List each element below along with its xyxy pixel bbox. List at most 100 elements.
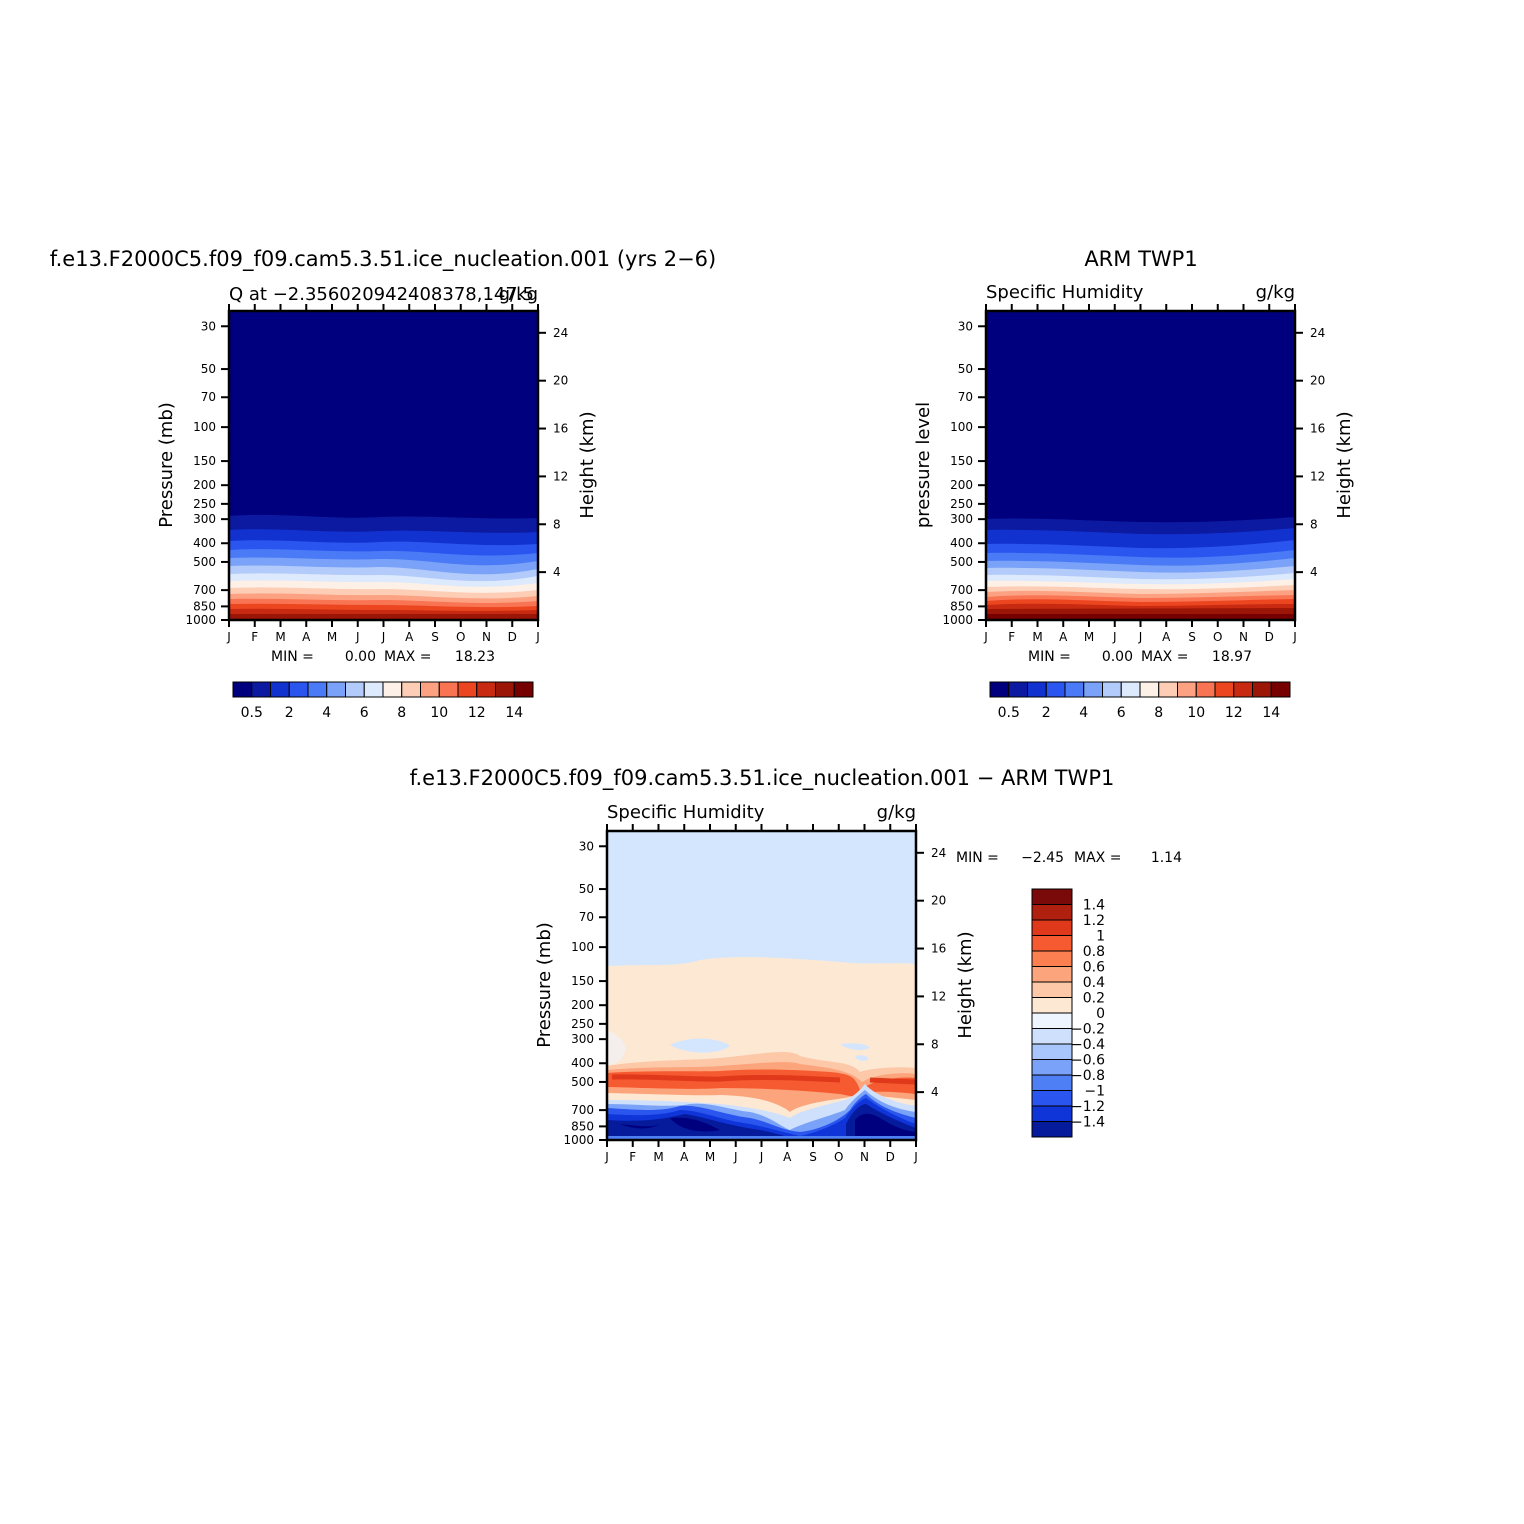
colorbar-swatch — [1031, 888, 1073, 905]
height-tick-label: 24 — [1310, 326, 1325, 340]
panel-obs-min-value: 0.00 — [1102, 649, 1133, 665]
panel-obs-title: ARM TWP1 — [1084, 247, 1197, 271]
colorbar-label: 1.4 — [1083, 898, 1105, 914]
panel-model-min-label: MIN = — [271, 649, 314, 665]
month-tick-label: A — [302, 630, 311, 644]
colorbar-swatch — [1031, 966, 1073, 983]
colorbar-swatch — [1139, 681, 1160, 698]
contour-band — [620, 1124, 660, 1129]
colorbar-label: 10 — [1187, 705, 1205, 721]
panel-obs-subtitle-right: g/kg — [1256, 282, 1295, 303]
panel-obs: ARM TWP1 Specific Humidity g/kg J F M A M J J A… — [913, 247, 1355, 721]
colorbar-label: −1 — [1084, 1084, 1105, 1100]
pressure-tick-label: 1000 — [185, 613, 216, 627]
pressure-tick-label: 100 — [950, 420, 973, 434]
month-tick-label: M — [327, 630, 337, 644]
pressure-tick-label: 50 — [579, 882, 594, 896]
colorbar-swatch — [1031, 1028, 1073, 1045]
contour-line — [611, 1074, 916, 1085]
month-tick-label: D — [508, 630, 517, 644]
month-tick-label: S — [1188, 630, 1196, 644]
colorbar-swatch — [1031, 1074, 1073, 1091]
panel-diff-min-value: −2.45 — [1021, 850, 1064, 866]
colorbar-swatch — [251, 681, 271, 698]
panel-diff-title: f.e13.F2000C5.f09_f09.cam5.3.51.ice_nucl… — [410, 766, 1115, 791]
pressure-tick-label: 500 — [193, 555, 216, 569]
colorbar-swatch — [1031, 950, 1073, 967]
colorbar-swatch — [1270, 681, 1291, 698]
colorbar-label: 12 — [468, 705, 486, 721]
panel-model-subtitle-right: g/kg — [499, 284, 538, 305]
height-tick-label: 12 — [931, 989, 946, 1003]
panel-obs-colorbar: 0.5 2 4 6 8 10 12 14 — [989, 681, 1291, 721]
panel-diff-contours — [607, 831, 916, 1140]
pressure-tick-label: 100 — [571, 940, 594, 954]
colorbar-swatch — [1233, 681, 1253, 698]
colorbar-swatch — [1064, 681, 1085, 698]
colorbar-swatch — [1195, 681, 1216, 698]
colorbar-label: 1 — [1096, 929, 1105, 945]
month-tick-label: N — [860, 1150, 869, 1164]
colorbar-swatch — [382, 681, 403, 698]
panel-diff-max-value: 1.14 — [1151, 850, 1182, 866]
pressure-tick-label: 70 — [579, 910, 594, 924]
month-tick-label: D — [1265, 630, 1274, 644]
pressure-tick-label: 200 — [950, 478, 973, 492]
height-tick-label: 8 — [1310, 517, 1318, 531]
pressure-tick-label: 300 — [950, 512, 973, 526]
colorbar-label: 6 — [1117, 705, 1126, 721]
panel-diff: f.e13.F2000C5.f09_f09.cam5.3.51.ice_nucl… — [410, 766, 1182, 1164]
pressure-tick-label: 200 — [571, 998, 594, 1012]
month-tick-label: J — [1112, 630, 1117, 644]
pressure-tick-label: 300 — [571, 1032, 594, 1046]
colorbar-label: 0.5 — [241, 705, 263, 721]
colorbar-label: 0.5 — [998, 705, 1020, 721]
pressure-tick-label: 70 — [958, 390, 973, 404]
contour-band — [855, 1113, 916, 1140]
height-tick-label: 4 — [931, 1085, 939, 1099]
height-tick-label: 16 — [931, 942, 946, 956]
height-tick-label: 24 — [931, 846, 946, 860]
pressure-tick-label: 30 — [201, 319, 216, 333]
month-tick-label: S — [809, 1150, 817, 1164]
colorbar-label: −1.2 — [1071, 1099, 1105, 1115]
height-tick-label: 4 — [553, 565, 561, 579]
colorbar-label: 1.2 — [1083, 913, 1105, 929]
panel-diff-ylabel-right: Height (km) — [955, 931, 976, 1038]
colorbar-swatch — [1031, 1012, 1073, 1029]
panel-model-contours — [229, 311, 538, 620]
pressure-tick-label: 500 — [950, 555, 973, 569]
pressure-tick-label: 700 — [193, 583, 216, 597]
month-tick-label: J — [913, 1150, 918, 1164]
panel-obs-min-label: MIN = — [1028, 649, 1071, 665]
colorbar-label: 14 — [1262, 705, 1280, 721]
month-tick-label: F — [629, 1150, 636, 1164]
colorbar-swatch — [232, 681, 253, 698]
month-tick-label: J — [759, 1150, 764, 1164]
contour-band — [607, 1030, 626, 1066]
month-tick-label: D — [886, 1150, 895, 1164]
height-tick-label: 12 — [1310, 469, 1325, 483]
pressure-tick-label: 30 — [579, 839, 594, 853]
height-tick-label: 4 — [1310, 565, 1318, 579]
panel-diff-subtitle-left: Specific Humidity — [607, 802, 765, 823]
pressure-tick-label: 850 — [193, 599, 216, 613]
colorbar-swatch — [495, 681, 515, 698]
panel-model-min-value: 0.00 — [345, 649, 376, 665]
contour-band — [840, 1043, 870, 1051]
month-tick-label: F — [251, 630, 258, 644]
height-tick-label: 8 — [553, 517, 561, 531]
colorbar-swatch — [1031, 1090, 1073, 1107]
height-tick-label: 20 — [1310, 374, 1325, 388]
colorbar-label: 0.2 — [1083, 991, 1105, 1007]
month-tick-label: S — [431, 630, 439, 644]
pressure-tick-label: 700 — [950, 583, 973, 597]
panel-diff-max-label: MAX = — [1074, 850, 1121, 866]
colorbar-swatch — [1045, 681, 1066, 698]
month-tick-label: M — [653, 1150, 663, 1164]
pressure-tick-label: 850 — [950, 599, 973, 613]
colorbar-swatch — [1120, 681, 1141, 698]
pressure-tick-label: 150 — [193, 454, 216, 468]
